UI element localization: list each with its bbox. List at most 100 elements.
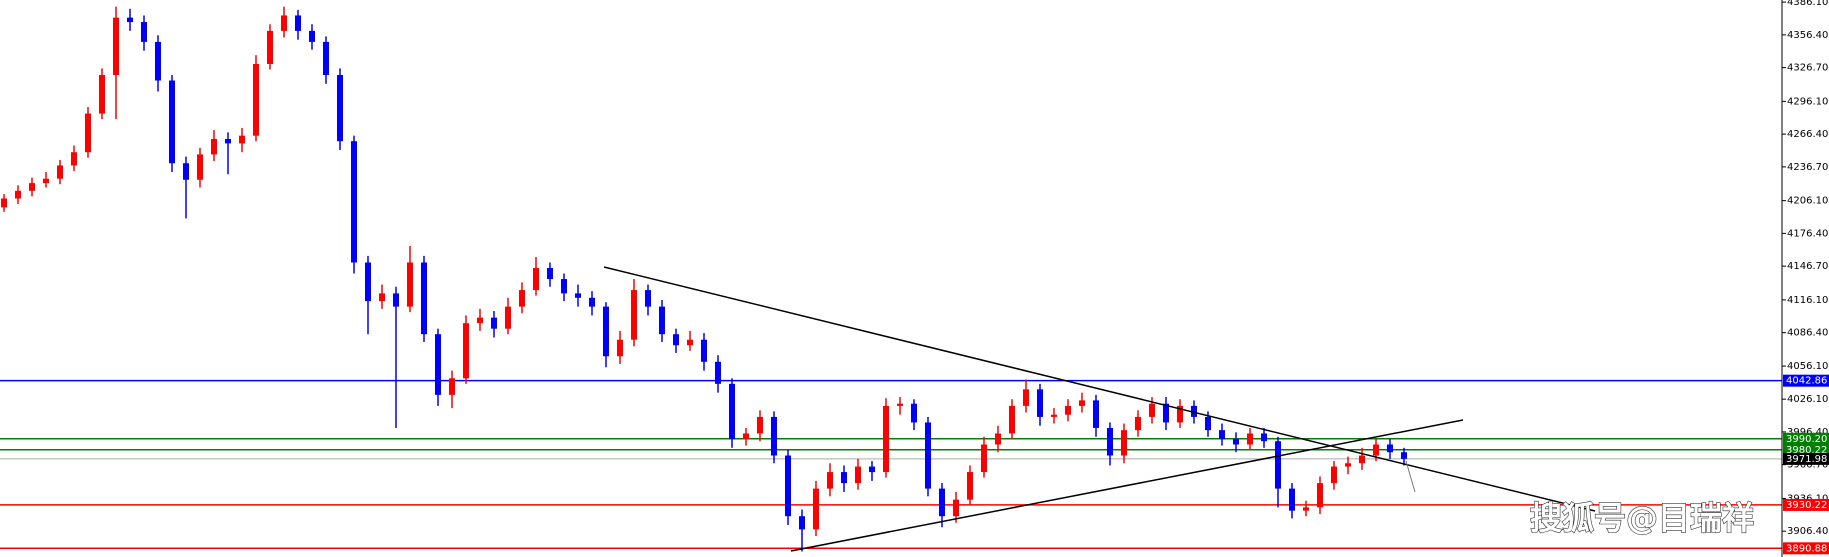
candle-body	[1135, 416, 1141, 431]
candle-body	[1219, 430, 1225, 439]
watermark: 搜狐号@目瑞祥	[1530, 499, 1754, 537]
candle-body	[1009, 405, 1015, 434]
level-label: 3890.88	[1786, 543, 1827, 554]
y-tick-label: 4386.10	[1787, 0, 1828, 8]
candle-body	[491, 317, 497, 329]
candle-body	[113, 17, 119, 76]
candle-body	[757, 416, 763, 434]
candle-body	[141, 22, 147, 42]
candle-body	[841, 472, 847, 484]
candle-body	[71, 152, 77, 166]
candle-body	[57, 165, 63, 179]
candle-body	[337, 75, 343, 142]
candle-body	[127, 17, 133, 23]
y-tick-label: 4206.10	[1787, 196, 1828, 207]
candle-body	[43, 178, 49, 184]
candle-body	[1051, 414, 1057, 417]
candle-body	[1387, 444, 1393, 453]
candle-body	[477, 317, 483, 324]
candle-body	[1107, 427, 1113, 456]
candle-body	[267, 30, 273, 64]
level-box	[1783, 443, 1829, 456]
candle-body	[155, 41, 161, 81]
candle-body	[379, 293, 385, 302]
candle-body	[1289, 488, 1295, 511]
candle-body	[253, 63, 259, 136]
candle-body	[785, 455, 791, 517]
candle-body	[729, 383, 735, 439]
candle-body	[407, 262, 413, 307]
candle-body	[183, 163, 189, 180]
candle-body	[449, 378, 455, 395]
candle-body	[967, 472, 973, 500]
candle-body	[1317, 483, 1323, 508]
candle-body	[169, 80, 175, 164]
candle-body	[393, 293, 399, 307]
candle-body	[519, 290, 525, 307]
level-label: 4042.86	[1786, 376, 1827, 387]
y-tick-label: 4146.70	[1787, 261, 1828, 272]
axis: 4386.10 4356.40 4326.70 4296.10 4266.40 4236.…	[1782, 0, 1829, 555]
candle-body	[1345, 463, 1351, 467]
candle-body	[659, 306, 665, 335]
trend-line	[1405, 460, 1416, 493]
candle-body	[575, 293, 581, 298]
candle-body	[1205, 416, 1211, 431]
y-tick-label: 4026.10	[1787, 394, 1828, 405]
candle-body	[827, 472, 833, 489]
candle-body	[239, 135, 245, 144]
y-tick-label: 4236.70	[1787, 162, 1828, 173]
candle-body	[701, 339, 707, 362]
candle-body	[995, 433, 1001, 445]
candle-body	[1303, 507, 1309, 511]
y-tick-label: 3906.40	[1787, 526, 1828, 537]
candle-body	[1065, 405, 1071, 415]
candle-body	[715, 361, 721, 384]
candle-body	[351, 141, 357, 263]
candle-body	[1079, 400, 1085, 406]
candle-body	[1275, 441, 1281, 489]
candle-body	[813, 488, 819, 530]
y-tick-label: 4356.40	[1787, 30, 1828, 41]
candle-body	[463, 323, 469, 379]
candle-body	[295, 15, 301, 31]
trend-line	[603, 266, 1596, 512]
y-tick-label: 4056.10	[1787, 361, 1828, 372]
candle-body	[1163, 403, 1169, 423]
candle-body	[911, 403, 917, 423]
candle-body	[981, 444, 987, 473]
candle-body	[617, 339, 623, 357]
level-label: 3990.20	[1786, 434, 1827, 445]
y-tick-label: 4116.10	[1787, 295, 1828, 306]
candles	[1, 6, 1407, 552]
level-label: 3971.98	[1786, 454, 1827, 465]
level-box	[1783, 432, 1829, 445]
candle-body	[925, 422, 931, 489]
candle-body	[197, 154, 203, 180]
y-tick-label: 4326.70	[1787, 63, 1828, 74]
candle-body	[99, 75, 105, 114]
candle-body	[883, 405, 889, 473]
candle-body	[603, 306, 609, 357]
candle-body	[1373, 444, 1379, 456]
candle-body	[897, 403, 903, 406]
candle-body	[1121, 430, 1127, 456]
candle-body	[1093, 400, 1099, 428]
candle-body	[1, 198, 7, 208]
level-box	[1783, 542, 1829, 555]
level-label: 3930.22	[1786, 500, 1827, 511]
candle-body	[421, 262, 427, 335]
candle-body	[505, 306, 511, 329]
candle-body	[85, 113, 91, 153]
y-tick-label: 3966.70	[1787, 460, 1828, 471]
candle-body	[589, 297, 595, 307]
candle-body	[1359, 455, 1365, 464]
candle-body	[1149, 403, 1155, 417]
candle-body	[939, 488, 945, 517]
level-box	[1783, 452, 1829, 465]
candle-body	[211, 138, 217, 155]
candle-body	[771, 416, 777, 456]
